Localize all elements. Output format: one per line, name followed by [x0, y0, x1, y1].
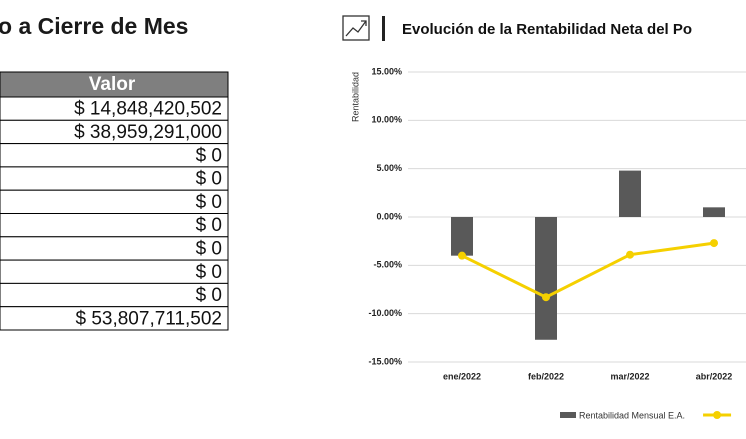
table-cell [0, 282, 229, 308]
line [461, 241, 715, 299]
y-tick-label: -5.00% [373, 260, 402, 270]
bar [535, 217, 557, 340]
line-point [458, 251, 466, 260]
bar [703, 207, 725, 217]
legend-marker [713, 411, 722, 419]
table-cell-value: $ 53,807,711,502 [75, 308, 222, 329]
table: Valor$ 14,848,420,502$ 38,959,291,000$ 0… [0, 71, 229, 331]
x-tick-label: mar/2022 [610, 371, 649, 381]
table-cell-value: $ 0 [196, 145, 222, 166]
table-cell [0, 213, 229, 238]
chart: 15.00% 10.00% 5.00% 0.00% -5.00% -10.00% -15.0… [368, 66, 746, 420]
table-cell [0, 236, 229, 261]
table-header-cell [0, 71, 229, 98]
y-tick-label: 10.00% [371, 115, 402, 125]
table-header: Valor [89, 74, 136, 95]
table-title: o a Cierre de Mes [0, 13, 188, 39]
x-tick-label: feb/2022 [528, 371, 564, 381]
table-cell-value: $ 0 [196, 285, 222, 306]
line-point [626, 250, 634, 259]
table-cell [0, 306, 229, 331]
y-tick-label: 5.00% [376, 163, 402, 173]
table-cell-value: $ 0 [196, 215, 222, 236]
table-cell [0, 143, 229, 168]
y-tick-label: -15.00% [368, 356, 402, 366]
table-cell [0, 166, 229, 191]
table-cell [0, 259, 229, 284]
y-tick-label: 0.00% [376, 211, 402, 221]
table-cell-value: $ 14,848,420,502 [74, 99, 222, 120]
table-cell-value: $ 0 [196, 238, 222, 259]
x-tick-label: ene/2022 [443, 371, 481, 381]
table-cell-value: $ 0 [196, 169, 222, 190]
y-tick-label: -10.00% [368, 308, 402, 318]
separator [382, 16, 385, 41]
table-cell-value: $ 0 [196, 192, 222, 213]
bar [451, 217, 473, 256]
table-cell-value: $ 38,959,291,000 [74, 122, 222, 143]
legend-marker [560, 412, 576, 418]
x-tick-label: abr/2022 [696, 371, 733, 381]
table-cell-value: $ 0 [196, 262, 222, 283]
bar [619, 170, 641, 217]
line-point [710, 239, 718, 248]
table-cell [0, 189, 229, 214]
legend-label: Rentabilidad Mensual E.A. [579, 410, 685, 420]
line-point [542, 293, 550, 302]
y-axis-label: Rentabilidad [350, 72, 360, 122]
chart-title: Evolución de la Rentabilidad Neta del Po [402, 21, 692, 38]
chart-icon [342, 15, 370, 41]
y-tick-label: 15.00% [371, 66, 402, 76]
